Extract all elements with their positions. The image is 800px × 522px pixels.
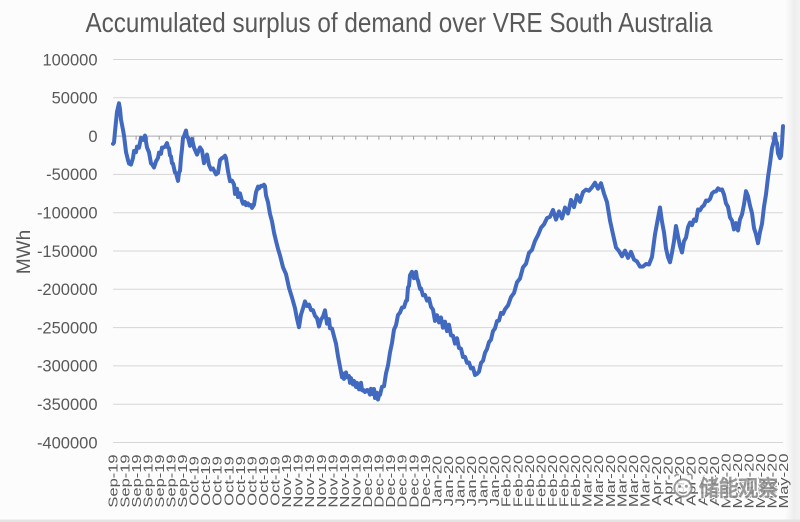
svg-text:Sep-19: Sep-19 <box>164 454 179 507</box>
svg-text:Dec-19: Dec-19 <box>407 454 422 507</box>
svg-text:-200000: -200000 <box>37 281 98 299</box>
svg-text:Oct-19: Oct-19 <box>187 456 202 506</box>
svg-text:Feb-20: Feb-20 <box>545 455 560 507</box>
svg-text:May-20: May-20 <box>742 453 757 508</box>
svg-text:Mar-20: Mar-20 <box>580 455 595 507</box>
svg-text:Nov-19: Nov-19 <box>303 454 318 507</box>
svg-text:May-20: May-20 <box>754 453 769 508</box>
svg-text:Jan-20: Jan-20 <box>476 456 491 506</box>
svg-text:Dec-19: Dec-19 <box>372 454 387 507</box>
svg-text:Dec-19: Dec-19 <box>384 454 399 507</box>
svg-text:-350000: -350000 <box>37 396 98 414</box>
svg-text:Oct-19: Oct-19 <box>210 456 225 506</box>
svg-text:Nov-19: Nov-19 <box>280 454 295 507</box>
svg-text:0: 0 <box>88 128 97 146</box>
svg-text:May-20: May-20 <box>730 453 745 508</box>
svg-text:Feb-20: Feb-20 <box>534 455 549 507</box>
svg-text:Jan-20: Jan-20 <box>488 456 503 506</box>
svg-text:Oct-19: Oct-19 <box>233 456 248 506</box>
svg-text:-400000: -400000 <box>37 434 98 452</box>
svg-text:Feb-20: Feb-20 <box>522 455 537 507</box>
svg-text:Jan-20: Jan-20 <box>441 456 456 506</box>
svg-text:Oct-19: Oct-19 <box>256 456 271 506</box>
svg-text:Accumulated surplus of demand: Accumulated surplus of demand over VRE S… <box>86 7 713 38</box>
svg-text:Mar-20: Mar-20 <box>603 455 618 507</box>
svg-text:Feb-20: Feb-20 <box>557 455 572 507</box>
svg-text:Oct-19: Oct-19 <box>268 456 283 506</box>
svg-text:Dec-19: Dec-19 <box>360 454 375 507</box>
svg-text:Nov-19: Nov-19 <box>314 454 329 507</box>
svg-text:Mar-20: Mar-20 <box>615 455 630 507</box>
svg-text:Oct-19: Oct-19 <box>199 456 214 506</box>
svg-text:Apr-20: Apr-20 <box>661 456 676 506</box>
svg-text:Apr-20: Apr-20 <box>696 456 711 506</box>
svg-text:Feb-20: Feb-20 <box>569 455 584 507</box>
svg-text:Nov-19: Nov-19 <box>291 454 306 507</box>
svg-text:Nov-19: Nov-19 <box>326 454 341 507</box>
svg-text:Mar-20: Mar-20 <box>626 455 641 507</box>
svg-text:Jan-20: Jan-20 <box>430 456 445 506</box>
svg-text:Sep-19: Sep-19 <box>141 454 156 507</box>
svg-text:Mar-20: Mar-20 <box>592 455 607 507</box>
svg-text:Apr-20: Apr-20 <box>707 456 722 506</box>
svg-text:Dec-19: Dec-19 <box>418 454 433 507</box>
svg-text:Apr-20: Apr-20 <box>649 456 664 506</box>
svg-text:Sep-19: Sep-19 <box>106 454 121 507</box>
svg-text:-50000: -50000 <box>46 166 97 184</box>
svg-text:储能观察: 储能观察 <box>699 476 779 501</box>
svg-text:Sep-19: Sep-19 <box>129 454 144 507</box>
svg-text:Oct-19: Oct-19 <box>245 456 260 506</box>
svg-text:Jan-20: Jan-20 <box>453 456 468 506</box>
svg-text:Nov-19: Nov-19 <box>349 454 364 507</box>
svg-text:-300000: -300000 <box>37 358 98 376</box>
svg-text:Sep-19: Sep-19 <box>152 454 167 507</box>
svg-text:100000: 100000 <box>42 51 97 69</box>
svg-text:50000: 50000 <box>52 90 98 108</box>
svg-text:Dec-19: Dec-19 <box>395 454 410 507</box>
svg-text:Mar-20: Mar-20 <box>638 455 653 507</box>
svg-text:Jan-20: Jan-20 <box>465 456 480 506</box>
svg-text:May-20: May-20 <box>719 453 734 508</box>
svg-text:MWh: MWh <box>14 230 35 274</box>
svg-text:-100000: -100000 <box>37 205 98 223</box>
svg-text:Feb-20: Feb-20 <box>511 455 526 507</box>
svg-text:储能观察: 储能观察 <box>699 476 779 501</box>
svg-text:Sep-19: Sep-19 <box>118 454 133 507</box>
svg-text:Nov-19: Nov-19 <box>337 454 352 507</box>
svg-text:Sep-19: Sep-19 <box>176 454 191 507</box>
svg-text:-250000: -250000 <box>37 319 98 337</box>
svg-text:-150000: -150000 <box>37 243 98 261</box>
svg-text:Oct-19: Oct-19 <box>222 456 237 506</box>
svg-text:May-20: May-20 <box>765 453 780 508</box>
svg-text:Feb-20: Feb-20 <box>499 455 514 507</box>
